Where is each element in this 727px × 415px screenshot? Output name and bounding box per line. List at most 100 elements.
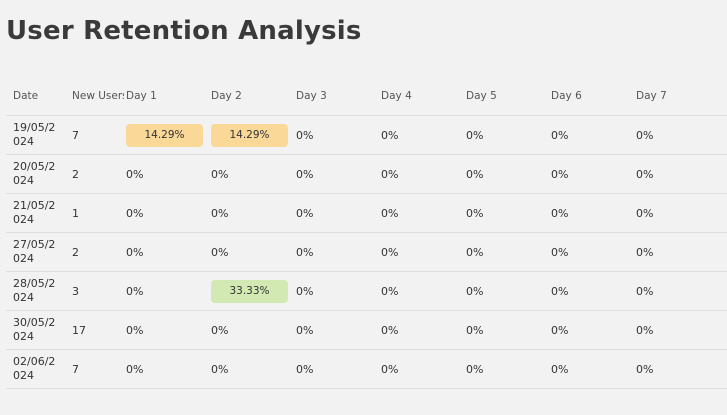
retention-value: 0% — [551, 362, 569, 376]
header-new-users: New Users — [65, 77, 124, 116]
page-title: User Retention Analysis — [6, 16, 362, 46]
retention-value: 0% — [126, 362, 144, 376]
cell-date: 30/05/2024 — [6, 310, 65, 350]
table-header: Date New Users Day 1 Day 2 Day 3 Day 4 D… — [6, 77, 727, 116]
table-row: 19/05/2024 7 14.29% 14.29% 0% 0% 0% 0% 0% — [6, 115, 727, 155]
cell-day-6: 0% — [549, 310, 634, 350]
retention-value: 0% — [296, 362, 314, 376]
retention-value: 0% — [466, 167, 484, 181]
cell-date: 20/05/2024 — [6, 154, 65, 194]
cell-day-6: 0% — [549, 115, 634, 155]
retention-value: 0% — [381, 362, 399, 376]
cell-day-1: 0% — [124, 271, 209, 311]
cell-day-5: 0% — [464, 349, 549, 389]
retention-value: 0% — [636, 206, 654, 220]
cell-day-2: 0% — [209, 154, 294, 194]
cell-day-3: 0% — [294, 349, 379, 389]
table-row: 27/05/2024 2 0% 0% 0% 0% 0% 0% 0% — [6, 232, 727, 272]
header-day-3: Day 3 — [294, 77, 379, 116]
cell-date: 19/05/2024 — [6, 115, 65, 155]
cell-day-1: 0% — [124, 310, 209, 350]
cell-new-users: 17 — [65, 310, 124, 350]
cell-day-6: 0% — [549, 349, 634, 389]
retention-value: 0% — [636, 323, 654, 337]
retention-table-container: Date New Users Day 1 Day 2 Day 3 Day 4 D… — [6, 77, 727, 389]
retention-value: 0% — [211, 245, 229, 259]
cell-day-7: 0% — [634, 271, 727, 311]
header-row: Date New Users Day 1 Day 2 Day 3 Day 4 D… — [6, 77, 727, 116]
table-body: 19/05/2024 7 14.29% 14.29% 0% 0% 0% 0% 0% 20/05/2… — [6, 115, 727, 389]
cell-day-6: 0% — [549, 193, 634, 233]
cell-day-3: 0% — [294, 154, 379, 194]
cell-day-2: 0% — [209, 193, 294, 233]
retention-value: 0% — [126, 323, 144, 337]
retention-value: 0% — [211, 206, 229, 220]
cell-day-5: 0% — [464, 193, 549, 233]
cell-day-7: 0% — [634, 115, 727, 155]
header-day-1: Day 1 — [124, 77, 209, 116]
retention-value: 0% — [636, 284, 654, 298]
cell-date: 27/05/2024 — [6, 232, 65, 272]
cell-day-3: 0% — [294, 310, 379, 350]
cell-day-7: 0% — [634, 310, 727, 350]
cell-day-4: 0% — [379, 349, 464, 389]
retention-value: 0% — [636, 167, 654, 181]
retention-value: 0% — [551, 323, 569, 337]
cell-day-5: 0% — [464, 271, 549, 311]
retention-value: 0% — [466, 284, 484, 298]
cell-day-3: 0% — [294, 193, 379, 233]
cell-day-4: 0% — [379, 271, 464, 311]
cell-day-7: 0% — [634, 232, 727, 272]
retention-value: 0% — [466, 206, 484, 220]
cell-day-5: 0% — [464, 115, 549, 155]
header-day-2: Day 2 — [209, 77, 294, 116]
retention-value: 0% — [636, 128, 654, 142]
retention-value: 0% — [551, 206, 569, 220]
header-day-4: Day 4 — [379, 77, 464, 116]
retention-value: 0% — [126, 167, 144, 181]
cell-new-users: 1 — [65, 193, 124, 233]
cell-day-4: 0% — [379, 310, 464, 350]
retention-value: 0% — [126, 245, 144, 259]
cell-date: 02/06/2024 — [6, 349, 65, 389]
retention-value: 0% — [296, 284, 314, 298]
cell-day-5: 0% — [464, 232, 549, 272]
cell-day-6: 0% — [549, 154, 634, 194]
table-row: 02/06/2024 7 0% 0% 0% 0% 0% 0% 0% — [6, 349, 727, 389]
retention-value: 0% — [381, 245, 399, 259]
retention-value: 0% — [466, 362, 484, 376]
retention-value: 0% — [466, 245, 484, 259]
retention-value: 0% — [211, 167, 229, 181]
retention-value: 0% — [381, 284, 399, 298]
cell-day-5: 0% — [464, 154, 549, 194]
header-day-7: Day 7 — [634, 77, 727, 116]
retention-value: 0% — [296, 245, 314, 259]
cell-day-7: 0% — [634, 349, 727, 389]
cell-day-2: 0% — [209, 310, 294, 350]
cell-new-users: 7 — [65, 115, 124, 155]
retention-value: 0% — [551, 284, 569, 298]
retention-value: 0% — [551, 245, 569, 259]
cell-day-5: 0% — [464, 310, 549, 350]
cell-day-1: 0% — [124, 232, 209, 272]
cell-day-1: 0% — [124, 193, 209, 233]
table-row: 30/05/2024 17 0% 0% 0% 0% 0% 0% 0% — [6, 310, 727, 350]
cell-day-6: 0% — [549, 232, 634, 272]
cell-new-users: 3 — [65, 271, 124, 311]
cell-day-1: 0% — [124, 349, 209, 389]
table-row: 20/05/2024 2 0% 0% 0% 0% 0% 0% 0% — [6, 154, 727, 194]
header-date: Date — [6, 77, 65, 116]
cell-day-3: 0% — [294, 271, 379, 311]
cell-date: 28/05/2024 — [6, 271, 65, 311]
cell-day-2: 14.29% — [209, 115, 294, 155]
cell-day-4: 0% — [379, 232, 464, 272]
retention-value: 0% — [296, 206, 314, 220]
cell-day-4: 0% — [379, 154, 464, 194]
retention-value: 0% — [126, 284, 144, 298]
cell-day-4: 0% — [379, 193, 464, 233]
cell-new-users: 2 — [65, 154, 124, 194]
cell-day-3: 0% — [294, 115, 379, 155]
cell-day-3: 0% — [294, 232, 379, 272]
cell-new-users: 2 — [65, 232, 124, 272]
cell-date: 21/05/2024 — [6, 193, 65, 233]
